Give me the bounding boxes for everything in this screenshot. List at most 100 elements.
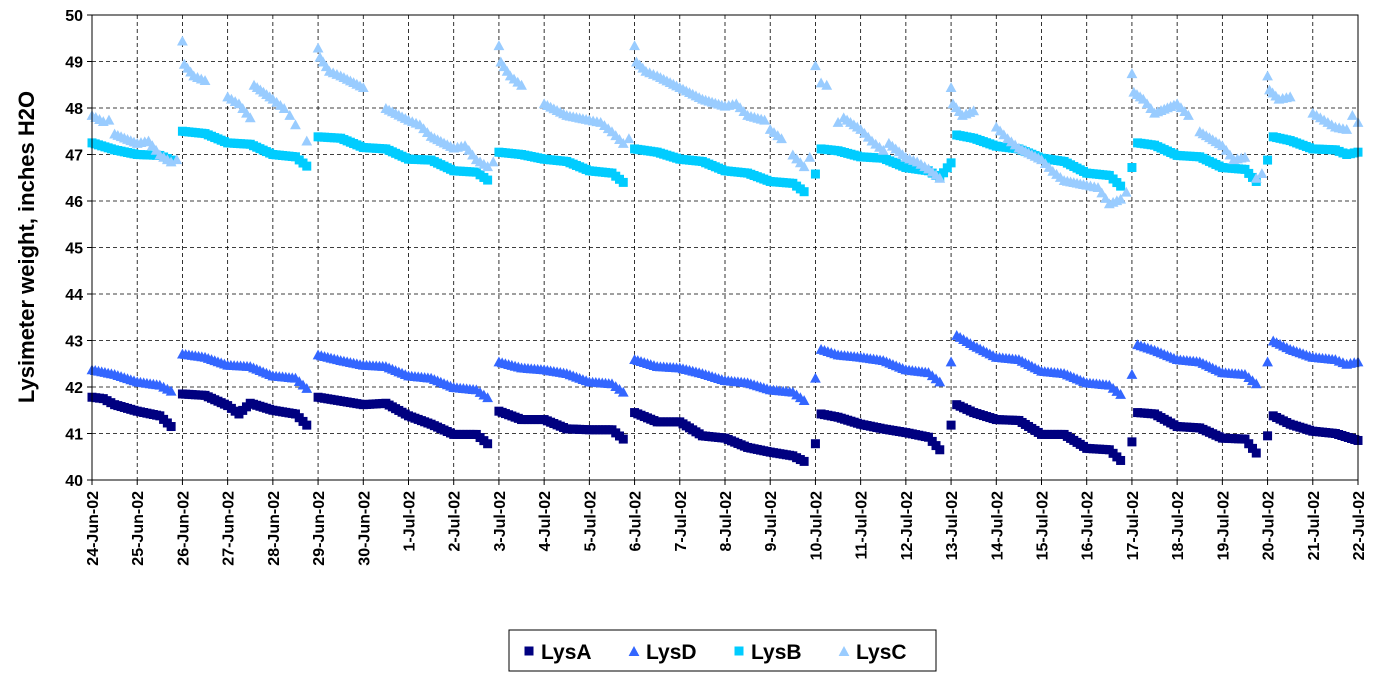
data-point	[487, 156, 499, 167]
data-point	[1284, 91, 1296, 102]
data-point	[968, 105, 980, 116]
y-axis-ticks: 40 41 42 43 44 45 46 47 48 49 50	[65, 8, 92, 490]
data-point	[1250, 172, 1262, 183]
legend-item-lysa: LysA	[524, 641, 592, 664]
data-point	[1116, 455, 1126, 465]
x-tick-label: 1-Jul-02	[402, 491, 419, 552]
series-lysc	[86, 35, 1364, 209]
data-point	[1262, 356, 1273, 367]
data-point	[804, 151, 816, 162]
x-tick-label: 26-Jun-02	[175, 491, 192, 566]
data-point	[1126, 68, 1138, 79]
data-point	[302, 161, 312, 171]
x-tick-label: 20-Jul-02	[1261, 491, 1278, 560]
legend-item-lysd: LysD	[628, 641, 697, 664]
data-point	[483, 439, 493, 449]
data-point	[776, 133, 787, 144]
x-tick-label: 8-Jul-02	[718, 491, 735, 552]
data-point	[1126, 369, 1138, 379]
x-tick-label: 25-Jun-02	[130, 491, 147, 566]
x-tick-label: 3-Jul-02	[492, 491, 509, 552]
data-point	[278, 103, 290, 113]
y-tick-label: 46	[65, 194, 83, 211]
data-point	[623, 133, 635, 144]
legend-item-lysb: LysB	[734, 641, 802, 664]
data-point	[1116, 181, 1126, 191]
data-point	[1248, 443, 1257, 453]
legend-marker	[628, 646, 640, 656]
data-point	[1244, 439, 1254, 449]
x-tick-label: 5-Jul-02	[582, 491, 599, 552]
data-point	[1250, 378, 1262, 389]
data-point	[934, 172, 946, 183]
legend-marker	[524, 646, 534, 656]
data-point	[799, 456, 809, 466]
data-point	[301, 382, 313, 393]
data-point	[177, 35, 188, 46]
data-point	[618, 177, 628, 187]
data-point	[946, 158, 956, 168]
y-tick-label: 45	[65, 241, 83, 258]
y-tick-label: 40	[65, 473, 83, 490]
data-point	[1263, 431, 1273, 441]
data-point	[1251, 448, 1261, 458]
y-tick-label: 44	[65, 287, 83, 304]
data-point	[516, 79, 527, 90]
data-point	[799, 187, 809, 197]
y-tick-label: 50	[65, 8, 83, 25]
legend-label: LysB	[751, 641, 802, 664]
data-point	[934, 376, 946, 387]
data-series	[86, 35, 1364, 466]
data-point	[284, 110, 296, 120]
x-tick-label: 27-Jun-02	[221, 491, 238, 566]
data-point	[1127, 163, 1137, 173]
data-point	[244, 112, 256, 123]
y-tick-label: 47	[65, 148, 83, 165]
data-point	[483, 175, 493, 185]
data-point	[798, 395, 810, 405]
y-tick-label: 49	[65, 55, 83, 72]
x-tick-label: 17-Jul-02	[1125, 491, 1142, 560]
data-point	[935, 445, 945, 455]
data-point	[312, 42, 324, 53]
x-axis-ticks: 24-Jun-02 25-Jun-02 26-Jun-02 27-Jun-02 28-J…	[85, 480, 1368, 566]
data-point	[945, 356, 957, 367]
data-point	[301, 135, 313, 146]
data-point	[832, 117, 844, 127]
x-tick-label: 6-Jul-02	[628, 491, 645, 552]
x-tick-label: 21-Jul-02	[1306, 491, 1323, 560]
x-tick-label: 16-Jul-02	[1080, 491, 1097, 560]
data-point	[1240, 434, 1250, 444]
x-tick-label: 9-Jul-02	[763, 491, 780, 552]
legend-marker	[838, 646, 850, 656]
x-tick-label: 19-Jul-02	[1215, 491, 1232, 560]
data-point	[810, 60, 821, 71]
data-point	[759, 114, 770, 125]
data-point	[1262, 70, 1273, 81]
data-point	[302, 420, 312, 430]
x-tick-label: 24-Jun-02	[85, 491, 102, 566]
data-point	[810, 169, 820, 179]
data-point	[1115, 193, 1127, 204]
data-point	[946, 420, 956, 430]
y-tick-label: 48	[65, 101, 83, 118]
series-lysa	[87, 389, 1363, 466]
x-tick-label: 30-Jun-02	[356, 491, 373, 566]
data-point	[810, 439, 820, 449]
data-point	[1115, 389, 1127, 399]
data-point	[1341, 123, 1353, 134]
data-point	[617, 137, 629, 148]
data-point	[482, 392, 494, 403]
data-point	[945, 82, 957, 93]
data-point	[171, 154, 183, 165]
legend: LysA LysD LysB LysC	[508, 629, 937, 672]
x-tick-label: 14-Jul-02	[989, 491, 1006, 560]
x-tick-label: 10-Jul-02	[808, 491, 825, 560]
data-point	[482, 161, 494, 172]
legend-item-lysc: LysC	[838, 641, 907, 664]
data-point	[165, 385, 177, 396]
data-point	[798, 161, 810, 172]
y-tick-label: 43	[65, 334, 83, 351]
legend-label: LysD	[646, 641, 697, 664]
x-tick-label: 29-Jun-02	[311, 491, 328, 566]
